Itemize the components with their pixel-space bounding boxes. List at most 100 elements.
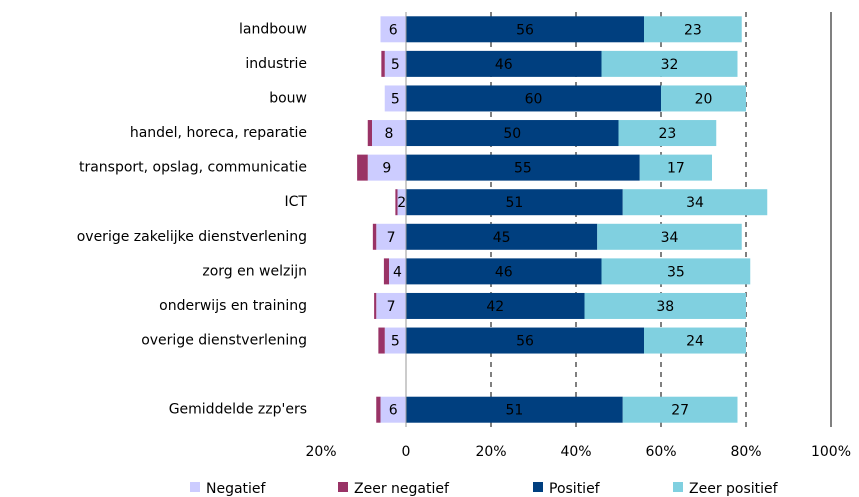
bar-segment: [383, 258, 389, 285]
bar-segment: [372, 223, 377, 250]
data-label: 60: [525, 91, 543, 107]
bar-segment: [618, 120, 717, 147]
y-tick-label: ICT: [285, 194, 308, 210]
data-label: 45: [493, 230, 511, 246]
bar-segment: [376, 292, 406, 319]
data-label: 6: [389, 403, 398, 419]
bar-segment: [406, 120, 619, 147]
y-tick-label: onderwijs en training: [159, 298, 307, 314]
data-label: 34: [686, 195, 704, 211]
data-label: 6: [389, 22, 398, 38]
data-label: 8: [385, 126, 394, 142]
bar-segment: [406, 16, 644, 43]
y-tick-label: landbouw: [239, 21, 307, 37]
data-label: 35: [667, 264, 685, 280]
x-tick-label: 60%: [645, 444, 676, 460]
bar-segment: [395, 189, 398, 216]
data-label: 2: [397, 195, 406, 211]
bar-segment: [357, 154, 368, 181]
legend-swatch: [190, 482, 200, 492]
bar-segment: [367, 120, 372, 147]
data-label: 46: [495, 57, 513, 73]
bar-segment: [406, 154, 640, 181]
y-tick-label: industrie: [245, 56, 307, 72]
data-label: 24: [686, 334, 704, 350]
legend-swatch: [533, 482, 543, 492]
data-label: 9: [382, 161, 391, 177]
y-tick-label: transport, opslag, communicatie: [79, 160, 307, 176]
legend-label: Positief: [549, 481, 601, 497]
y-tick-label: overige dienstverlening: [141, 333, 307, 349]
bar-segment: [374, 292, 377, 319]
bar-segment: [384, 327, 406, 354]
data-label: 55: [514, 161, 532, 177]
bar-segment: [384, 50, 406, 77]
bar-segment: [406, 396, 623, 423]
data-label: 7: [387, 230, 396, 246]
data-label: 7: [387, 299, 396, 315]
y-tick-label: Gemiddelde zzp'ers: [169, 402, 307, 418]
bar-segment: [389, 258, 406, 285]
x-tick-label: 100%: [811, 444, 851, 460]
data-label: 34: [661, 230, 679, 246]
data-label: 42: [486, 299, 504, 315]
data-label: 17: [667, 161, 685, 177]
data-label: 23: [684, 22, 702, 38]
x-tick-label: 20%: [305, 444, 336, 460]
bar-segment: [406, 85, 661, 112]
bar-segment: [376, 223, 406, 250]
bar-segment: [661, 85, 746, 112]
x-tick-label: 0: [402, 444, 411, 460]
bar-segment: [381, 50, 385, 77]
bar-segment: [406, 258, 602, 285]
y-tick-label: overige zakelijke dienstverlening: [77, 229, 307, 245]
bar-segment: [376, 396, 381, 423]
bar-segment: [644, 327, 746, 354]
bar-segment: [380, 16, 406, 43]
bar-segment: [406, 292, 585, 319]
bar-segment: [584, 292, 746, 319]
data-label: 5: [391, 334, 400, 350]
y-tick-label: bouw: [269, 90, 307, 106]
bar-segment: [406, 327, 644, 354]
legend-label: Negatief: [206, 481, 267, 497]
data-label: 27: [671, 403, 689, 419]
data-label: 46: [495, 264, 513, 280]
data-label: 51: [505, 195, 523, 211]
bar-segment: [597, 223, 742, 250]
bar-segment: [406, 189, 623, 216]
bar-segment: [639, 154, 712, 181]
bar-segment: [622, 396, 738, 423]
data-label: 50: [503, 126, 521, 142]
data-label: 4: [393, 264, 402, 280]
y-tick-label: zorg en welzijn: [202, 263, 307, 279]
data-label: 38: [656, 299, 674, 315]
data-label: 56: [516, 334, 534, 350]
bar-segment: [397, 189, 406, 216]
legend-label: Zeer positief: [689, 481, 779, 497]
bar-segment: [384, 85, 406, 112]
data-label: 23: [658, 126, 676, 142]
x-tick-label: 80%: [730, 444, 761, 460]
bar-segment: [372, 120, 406, 147]
y-tick-label: handel, horeca, reparatie: [130, 125, 307, 141]
bar-segment: [380, 396, 406, 423]
bar-segment: [622, 189, 768, 216]
bar-segment: [644, 16, 742, 43]
data-label: 20: [695, 91, 713, 107]
data-label: 51: [505, 403, 523, 419]
x-tick-label: 20%: [475, 444, 506, 460]
bar-segment: [601, 50, 738, 77]
data-label: 5: [391, 91, 400, 107]
data-label: 32: [661, 57, 679, 73]
bar-segment: [406, 223, 598, 250]
bar-segment: [601, 258, 751, 285]
data-label: 56: [516, 22, 534, 38]
bar-segment: [378, 327, 385, 354]
legend-label: Zeer negatief: [354, 481, 450, 497]
x-tick-label: 40%: [560, 444, 591, 460]
legend-swatch: [338, 482, 348, 492]
bar-segment: [367, 154, 406, 181]
data-label: 5: [391, 57, 400, 73]
